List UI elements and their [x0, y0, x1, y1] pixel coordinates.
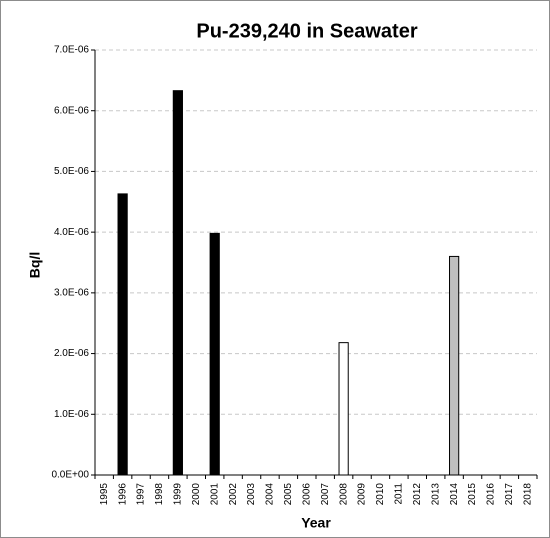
bar	[172, 90, 183, 476]
x-tick-label: 1997	[136, 483, 147, 506]
y-tick-label: 5.0E-06	[54, 166, 89, 177]
x-tick-label: 2007	[320, 483, 331, 506]
x-tick-label: 2002	[228, 483, 239, 506]
chart-title: Pu-239,240 in Seawater	[196, 20, 417, 42]
x-tick-label: 2008	[338, 483, 349, 506]
x-axis-label: Year	[301, 515, 331, 531]
bar	[209, 232, 220, 476]
x-tick-label: 2017	[504, 483, 515, 506]
x-tick-label: 2013	[430, 483, 441, 506]
x-tick-label: 1996	[117, 483, 128, 506]
x-tick-label: 2004	[265, 483, 276, 506]
y-tick-label: 2.0E-06	[54, 348, 89, 359]
y-tick-label: 0.0E+00	[51, 470, 89, 481]
x-tick-label: 1999	[173, 483, 184, 506]
x-tick-label: 2006	[301, 483, 312, 506]
x-tick-label: 2012	[412, 483, 423, 506]
x-tick-label: 2011	[394, 483, 405, 505]
x-tick-label: 2014	[449, 483, 460, 506]
y-tick-label: 6.0E-06	[54, 105, 89, 116]
x-tick-label: 2005	[283, 483, 294, 506]
y-tick-label: 1.0E-06	[54, 409, 89, 420]
x-tick-label: 2001	[209, 483, 220, 506]
bar	[449, 255, 460, 476]
bar	[117, 193, 128, 476]
x-tick-label: 2018	[522, 483, 533, 506]
x-tick-label: 1998	[154, 483, 165, 506]
x-tick-label: 1995	[99, 483, 110, 506]
x-tick-label: 2000	[191, 483, 202, 506]
y-axis-label: Bq/l	[27, 252, 43, 278]
x-tick-label: 2016	[486, 483, 497, 506]
x-tick-label: 2009	[357, 483, 368, 506]
bar	[338, 342, 349, 476]
y-tick-label: 3.0E-06	[54, 287, 89, 298]
x-tick-label: 2015	[467, 483, 478, 506]
x-tick-label: 2010	[375, 483, 386, 506]
y-tick-label: 4.0E-06	[54, 227, 89, 238]
y-tick-label: 7.0E-06	[54, 45, 89, 56]
x-tick-label: 2003	[246, 483, 257, 506]
